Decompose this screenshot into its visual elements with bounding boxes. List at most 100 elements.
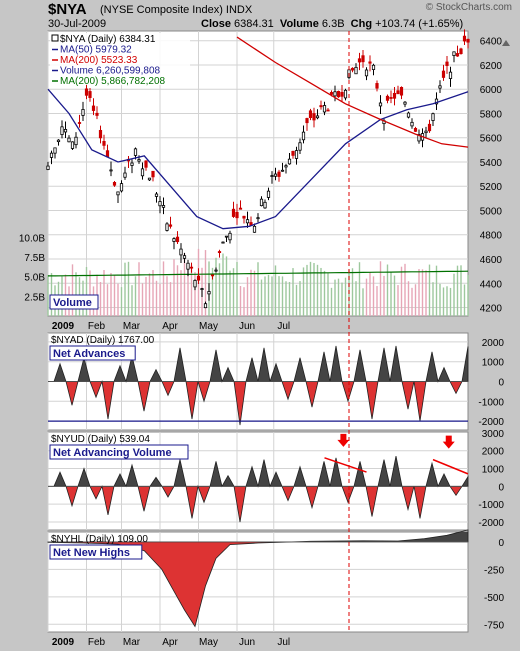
volume-bar [379, 261, 382, 316]
candle-body [284, 165, 288, 168]
net-advancing-volume-legend: $NYUD (Daily) 539.04 [51, 434, 150, 445]
volume-bar [393, 275, 396, 316]
price-tick-label: 6400 [480, 37, 503, 48]
candle-body [424, 130, 428, 134]
volume-bar [141, 283, 144, 316]
candle-body [130, 162, 134, 166]
candle-body [413, 127, 418, 132]
volume-bar [407, 281, 410, 316]
net-advancing-volume-area-outline [48, 456, 469, 523]
candle-body [406, 112, 411, 118]
candle-body [357, 58, 362, 63]
candle-body [259, 198, 264, 207]
candle-body [305, 118, 309, 124]
candle-body [371, 64, 376, 70]
breadth-tick-label: 0 [498, 482, 504, 493]
trend-line [432, 458, 469, 475]
candle-body [280, 169, 285, 172]
volume-bar [418, 269, 420, 316]
breadth-tick-label: -250 [484, 565, 504, 576]
volume-bar [117, 283, 119, 316]
candle-body [326, 109, 330, 112]
volume-bar [229, 270, 231, 316]
x-axis-label: Apr [162, 321, 178, 332]
candle-body [441, 70, 446, 78]
volume-bar [264, 276, 266, 316]
price-tick-label: 4400 [480, 279, 503, 290]
candle-body [389, 97, 393, 99]
candle-body [182, 255, 187, 259]
volume-tick-label: 7.5B [24, 253, 45, 264]
volume-bar [327, 273, 329, 316]
net-new-highs-area-positive [292, 532, 468, 542]
x-axis-label: Mar [123, 321, 141, 332]
candle-body [294, 150, 299, 159]
volume-bar [334, 279, 336, 316]
x-axis-label-bottom: Apr [162, 637, 178, 648]
breadth-tick-label: -1000 [478, 397, 504, 408]
net-advancing-volume-area-negative [66, 486, 462, 522]
price-tick-label: 4800 [480, 231, 503, 242]
volume-bar [341, 282, 343, 316]
candle-body [410, 121, 414, 127]
volume-bar [236, 261, 238, 316]
volume-bar [376, 286, 378, 316]
chg-value: +103.74 (+1.65%) [375, 18, 464, 30]
candle-body [336, 91, 341, 98]
candle-body [116, 191, 120, 196]
net-advancing-volume-area-positive [48, 456, 468, 487]
volume-bar [397, 285, 399, 316]
candle-body [196, 275, 201, 281]
volume-bar [285, 281, 287, 316]
volume-bar [215, 257, 217, 316]
volume-bar [253, 270, 256, 316]
net-advances-label: Net Advances [53, 348, 125, 360]
volume-bar [110, 273, 112, 316]
x-axis-label: Feb [88, 321, 106, 332]
volume-bar [372, 276, 375, 316]
volume-bar [71, 264, 74, 316]
volume-bar [386, 264, 389, 316]
price-tick-label: 5800 [480, 109, 503, 120]
candle-body [151, 170, 155, 178]
volume-bar [176, 265, 179, 316]
price-tick-label: 6000 [480, 85, 503, 96]
candle-body [427, 123, 432, 132]
volume-bar [47, 275, 49, 316]
price-tick-label: 5000 [480, 206, 503, 217]
candle-body [158, 201, 162, 207]
volume-tick-label: 5.0B [24, 273, 45, 284]
candle-body [46, 165, 50, 170]
trend-line [324, 457, 367, 473]
candle-body [361, 55, 365, 63]
candle-body [172, 238, 176, 242]
candle-body [133, 148, 138, 156]
volume-bar [439, 283, 441, 316]
volume-bar [428, 264, 431, 316]
volume-bar [204, 250, 207, 316]
volume-bar [267, 274, 270, 316]
candle-body [343, 89, 348, 99]
volume-label-box [49, 294, 99, 310]
volume-label: Volume [53, 297, 92, 309]
candle-body [193, 279, 197, 288]
candle-body [448, 71, 453, 79]
candle-body [364, 69, 369, 77]
volume-bar [316, 264, 319, 316]
candle-body [417, 134, 421, 142]
chart-header: $NYA (NYSE Composite Index) INDX © Stock… [0, 0, 520, 32]
price-tick-label: 6200 [480, 61, 503, 72]
x-axis-label-bottom: Jul [277, 637, 290, 648]
volume-bar [211, 267, 214, 316]
x-axis-label-bottom: Feb [88, 637, 106, 648]
volume-bar [152, 270, 154, 316]
volume-bar [250, 269, 252, 316]
candle-body [49, 152, 54, 158]
candle-body [210, 274, 215, 277]
volume-bar [446, 286, 448, 316]
candle-body [340, 92, 344, 97]
volume-bar [278, 276, 280, 316]
scroll-up-icon [502, 40, 510, 46]
volume-bar [75, 272, 77, 316]
candle-body [354, 66, 358, 75]
